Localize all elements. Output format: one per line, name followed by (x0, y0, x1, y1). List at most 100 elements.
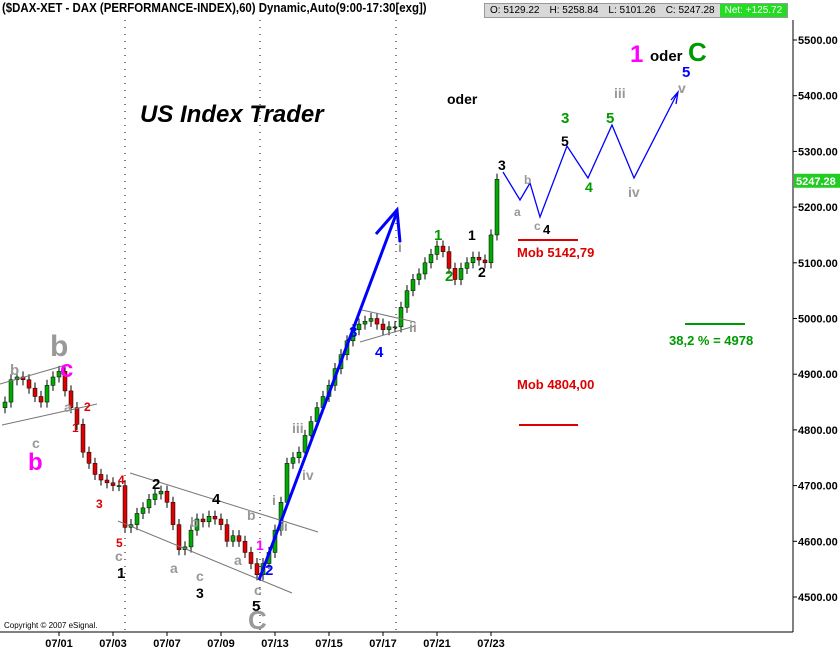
candle (104, 479, 110, 484)
wave-label: b (524, 173, 531, 187)
candle (38, 396, 44, 403)
wave-label: oder (447, 91, 478, 107)
wave-label: ii (409, 319, 417, 335)
candle (416, 273, 422, 280)
close-value: C: 5247.28 (660, 4, 720, 17)
x-tick-label: 07/09 (207, 638, 235, 650)
y-tick-label: 5500.00 (798, 35, 838, 47)
candle (146, 499, 152, 509)
wave-label: b (10, 362, 19, 379)
candle (368, 318, 374, 322)
wave-label: 3 (561, 110, 569, 127)
wave-label: C (248, 605, 267, 635)
wave-label: 2 (445, 268, 453, 285)
channel-line (129, 472, 319, 533)
wave-label: b (190, 514, 199, 530)
channel-line (0, 364, 67, 385)
wave-label: 5 (606, 110, 614, 127)
candle (206, 515, 212, 523)
candle (302, 435, 308, 453)
candle (284, 463, 290, 503)
wave-label: 4 (212, 491, 221, 508)
y-tick-label: 5400.00 (798, 91, 838, 103)
y-tick-label: 5200.00 (798, 202, 838, 214)
high-value: H: 5258.84 (544, 4, 604, 17)
candle (158, 490, 164, 495)
wave-label: i (272, 492, 276, 508)
wave-label: 3 (498, 157, 506, 173)
wave-label: v (678, 80, 686, 96)
wave-label: iii (614, 85, 626, 101)
candle (98, 474, 104, 481)
candle (62, 371, 68, 392)
candle (176, 524, 182, 550)
wave-label: 2 (84, 400, 91, 414)
candle (458, 268, 464, 280)
candle (8, 379, 14, 403)
candle (440, 245, 446, 252)
wave-label: 1 (434, 227, 442, 244)
candle (476, 256, 482, 261)
wave-label: 2 (152, 476, 160, 493)
candle (356, 323, 362, 330)
candle (362, 321, 368, 325)
candle (44, 385, 50, 403)
wave-label: b (50, 330, 68, 363)
candle (386, 326, 392, 330)
candle (236, 535, 242, 542)
wave-label: 3 (196, 585, 204, 601)
candle (434, 245, 440, 255)
candle (170, 502, 176, 525)
quote-stats: O: 5129.22 H: 5258.84 L: 5101.26 C: 5247… (484, 3, 789, 18)
candle (152, 493, 158, 500)
wave-label: C (688, 37, 707, 67)
candle (164, 490, 170, 503)
candle (26, 379, 32, 389)
wave-label: 1 (630, 41, 643, 68)
candle (50, 376, 56, 386)
candle (398, 307, 404, 328)
candle (68, 390, 74, 408)
y-tick-label: 4800.00 (798, 425, 838, 437)
wave-label: 3 (349, 324, 357, 341)
candle (122, 485, 128, 528)
candle (140, 507, 146, 514)
wave-label: c (196, 568, 204, 584)
candle (488, 234, 494, 264)
wave-label: 1 (117, 565, 125, 582)
candle (200, 518, 206, 523)
candle (422, 262, 428, 275)
candle (254, 563, 260, 575)
wave-label: c (32, 435, 40, 451)
candle (452, 268, 458, 280)
channel-line (359, 325, 416, 343)
wave-label: 5 (682, 64, 690, 81)
x-tick-label: 07/07 (153, 638, 181, 650)
candle (410, 279, 416, 291)
channel-line (361, 309, 416, 323)
wave-label: a (170, 560, 178, 576)
wave-label: c (60, 356, 73, 383)
wave-label: 2 (265, 562, 273, 579)
y-tick-label: 5000.00 (798, 314, 838, 326)
candle (290, 457, 296, 464)
wave-label: a (64, 399, 72, 415)
wave-label: 3 (96, 497, 103, 511)
x-tick-label: 07/03 (99, 638, 127, 650)
candle (494, 179, 500, 236)
x-tick-label: 07/01 (45, 638, 73, 650)
wave-label: 2 (478, 264, 486, 280)
y-tick-label: 4500.00 (798, 592, 838, 604)
candle (308, 421, 314, 436)
candle (134, 513, 140, 525)
wave-label: c (254, 582, 262, 598)
candle (212, 515, 218, 520)
candle (86, 451, 92, 464)
candle (224, 524, 230, 542)
candle (218, 518, 224, 525)
wave-label: oder (650, 48, 683, 65)
projection-arrowhead-icon (670, 89, 680, 105)
candle (110, 482, 116, 486)
wave-label: US Index Trader (140, 101, 325, 128)
candle (446, 251, 452, 269)
